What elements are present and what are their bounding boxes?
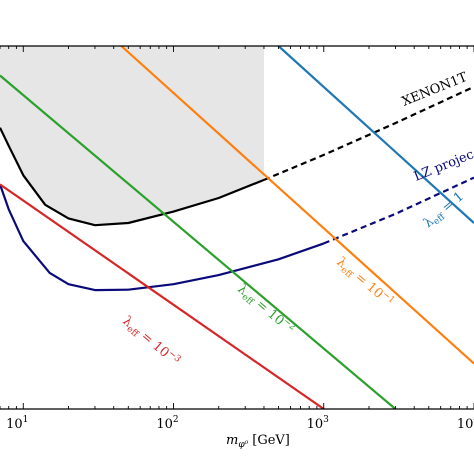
plot-area bbox=[0, 46, 474, 409]
series-0-line bbox=[0, 127, 265, 227]
excluded-region bbox=[0, 46, 264, 226]
x-tick-label: 102 bbox=[156, 415, 178, 432]
axes: 101 102 103 104 bbox=[0, 45, 474, 432]
lambda-0.01-label: λeff = 10−2 bbox=[233, 281, 297, 339]
lambda-0.1-label: λeff = 10−1 bbox=[332, 254, 396, 312]
xenon1t-label: XENON1T bbox=[400, 70, 470, 110]
x-axis-label-unit: [GeV] bbox=[252, 433, 290, 448]
x-tick-label: 104 bbox=[457, 415, 474, 432]
svg-text:mφ⁰[GeV]: mφ⁰ [GeV] bbox=[226, 433, 290, 450]
series-0-line-dashed bbox=[263, 85, 474, 181]
series-layer bbox=[0, 46, 474, 409]
lambda-0.001-label: λeff = 10−3 bbox=[118, 313, 183, 371]
series-1-line bbox=[0, 184, 325, 292]
x-axis-label: mφ⁰ [GeV] bbox=[226, 433, 290, 450]
x-axis-label-sub: φ⁰ bbox=[238, 440, 248, 450]
x-tick-label: 101 bbox=[6, 415, 28, 432]
lz-projection-label: LZ projec bbox=[412, 147, 474, 185]
series-1-line-dashed bbox=[323, 176, 474, 245]
x-ticks: 101 102 103 104 bbox=[0, 46, 474, 432]
series-4-line bbox=[0, 74, 397, 409]
x-tick-label: 103 bbox=[307, 415, 330, 432]
series-5-line bbox=[0, 183, 325, 409]
x-axis-label-m: m bbox=[226, 433, 238, 448]
series-2-line bbox=[277, 46, 474, 224]
series-3-line bbox=[120, 46, 474, 365]
